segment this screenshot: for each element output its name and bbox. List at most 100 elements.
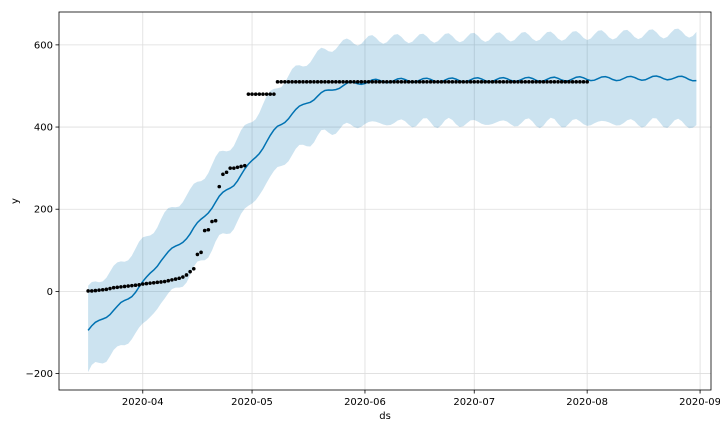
plot-frame — [58, 11, 712, 391]
observation-point-49 — [264, 92, 269, 96]
observation-point-44 — [246, 92, 251, 96]
uncertainty-band — [88, 28, 697, 373]
y-tick-label-0: −200 — [26, 369, 53, 380]
observation-point-47 — [257, 92, 262, 96]
observation-point-124 — [538, 80, 542, 84]
observation-point-96 — [436, 80, 440, 84]
observation-point-64 — [319, 80, 324, 84]
observation-point-116 — [508, 80, 513, 84]
uncertainty-band-layer — [88, 28, 697, 373]
observation-point-134 — [574, 80, 579, 84]
observation-point-107 — [476, 80, 480, 84]
observation-point-136 — [581, 80, 586, 84]
observation-point-91 — [417, 80, 422, 84]
observation-point-28 — [188, 269, 192, 274]
observation-point-106 — [472, 80, 477, 84]
y-tick-label-3: 400 — [34, 123, 53, 134]
observation-point-110 — [487, 80, 491, 84]
observation-point-29 — [191, 266, 196, 271]
observation-point-6 — [108, 286, 112, 291]
observation-point-132 — [567, 80, 571, 84]
x-tick-label-2: 2020-06 — [344, 397, 386, 408]
observation-point-137 — [585, 80, 589, 84]
observation-point-2 — [93, 288, 98, 293]
observation-point-119 — [519, 80, 524, 84]
observation-point-3 — [97, 288, 101, 292]
observation-point-89 — [410, 80, 415, 84]
observation-point-38 — [224, 170, 229, 175]
observation-point-73 — [352, 80, 356, 84]
observation-point-67 — [330, 80, 334, 84]
forecast-line-layer — [87, 75, 697, 331]
observation-point-14 — [137, 283, 141, 287]
observation-point-93 — [425, 80, 429, 84]
observation-point-12 — [130, 283, 134, 288]
observation-point-115 — [505, 80, 509, 84]
observation-point-23 — [170, 278, 174, 282]
observation-point-74 — [355, 80, 360, 84]
y-axis-label: y — [10, 198, 21, 204]
observation-point-78 — [370, 80, 375, 84]
observation-point-53 — [279, 80, 283, 84]
observation-point-57 — [293, 80, 298, 84]
observation-point-105 — [468, 80, 473, 84]
observation-point-90 — [414, 80, 418, 84]
observation-point-99 — [446, 80, 451, 84]
observation-point-60 — [304, 80, 309, 84]
grid-layer — [59, 12, 711, 390]
observation-point-56 — [290, 80, 294, 84]
observation-point-16 — [144, 281, 149, 286]
observation-point-46 — [253, 92, 258, 96]
observation-point-40 — [232, 166, 236, 170]
observation-point-131 — [563, 80, 568, 84]
observation-point-42 — [239, 164, 243, 169]
observation-point-45 — [250, 92, 254, 96]
observation-point-30 — [195, 252, 200, 257]
observation-point-20 — [159, 280, 163, 284]
forecast-line — [87, 75, 697, 331]
observation-point-101 — [454, 80, 458, 84]
observation-point-75 — [359, 80, 364, 84]
observation-point-85 — [395, 80, 400, 84]
observation-point-51 — [272, 92, 276, 96]
observation-point-39 — [228, 166, 232, 170]
observation-point-9 — [119, 285, 123, 289]
observation-point-81 — [381, 80, 385, 84]
x-axis-label: ds — [379, 411, 391, 422]
observation-point-17 — [148, 281, 152, 285]
x-tick-label-4: 2020-08 — [566, 397, 608, 408]
observation-point-59 — [301, 80, 305, 84]
observation-point-63 — [315, 80, 320, 84]
observation-point-15 — [140, 282, 145, 286]
observation-point-122 — [530, 80, 535, 84]
observation-point-70 — [341, 80, 345, 84]
observation-point-69 — [337, 80, 342, 84]
observation-point-36 — [217, 184, 222, 189]
observation-point-48 — [261, 92, 265, 96]
observation-point-100 — [450, 80, 455, 84]
observation-point-13 — [133, 283, 138, 288]
observation-point-35 — [213, 218, 218, 223]
observation-point-111 — [490, 80, 495, 84]
ticks-layer: 2020-04 2020-05 2020-06 2020-07 2020-08 2020-… — [26, 40, 720, 408]
observation-point-83 — [388, 80, 393, 84]
observation-point-77 — [366, 80, 371, 84]
observation-point-117 — [512, 80, 517, 84]
observation-point-102 — [457, 80, 462, 84]
observation-point-87 — [403, 80, 407, 84]
observation-point-120 — [523, 80, 528, 84]
observation-point-5 — [104, 287, 109, 292]
observation-point-27 — [184, 273, 189, 277]
observation-point-32 — [202, 228, 207, 233]
observation-point-128 — [552, 80, 557, 84]
y-tick-label-1: 0 — [47, 287, 53, 298]
observation-point-8 — [115, 285, 120, 290]
observation-point-80 — [377, 80, 382, 84]
observation-point-133 — [570, 80, 575, 84]
observation-point-34 — [210, 219, 214, 224]
observation-point-88 — [406, 80, 411, 84]
y-tick-label-4: 600 — [34, 40, 53, 51]
observation-point-65 — [323, 80, 327, 84]
